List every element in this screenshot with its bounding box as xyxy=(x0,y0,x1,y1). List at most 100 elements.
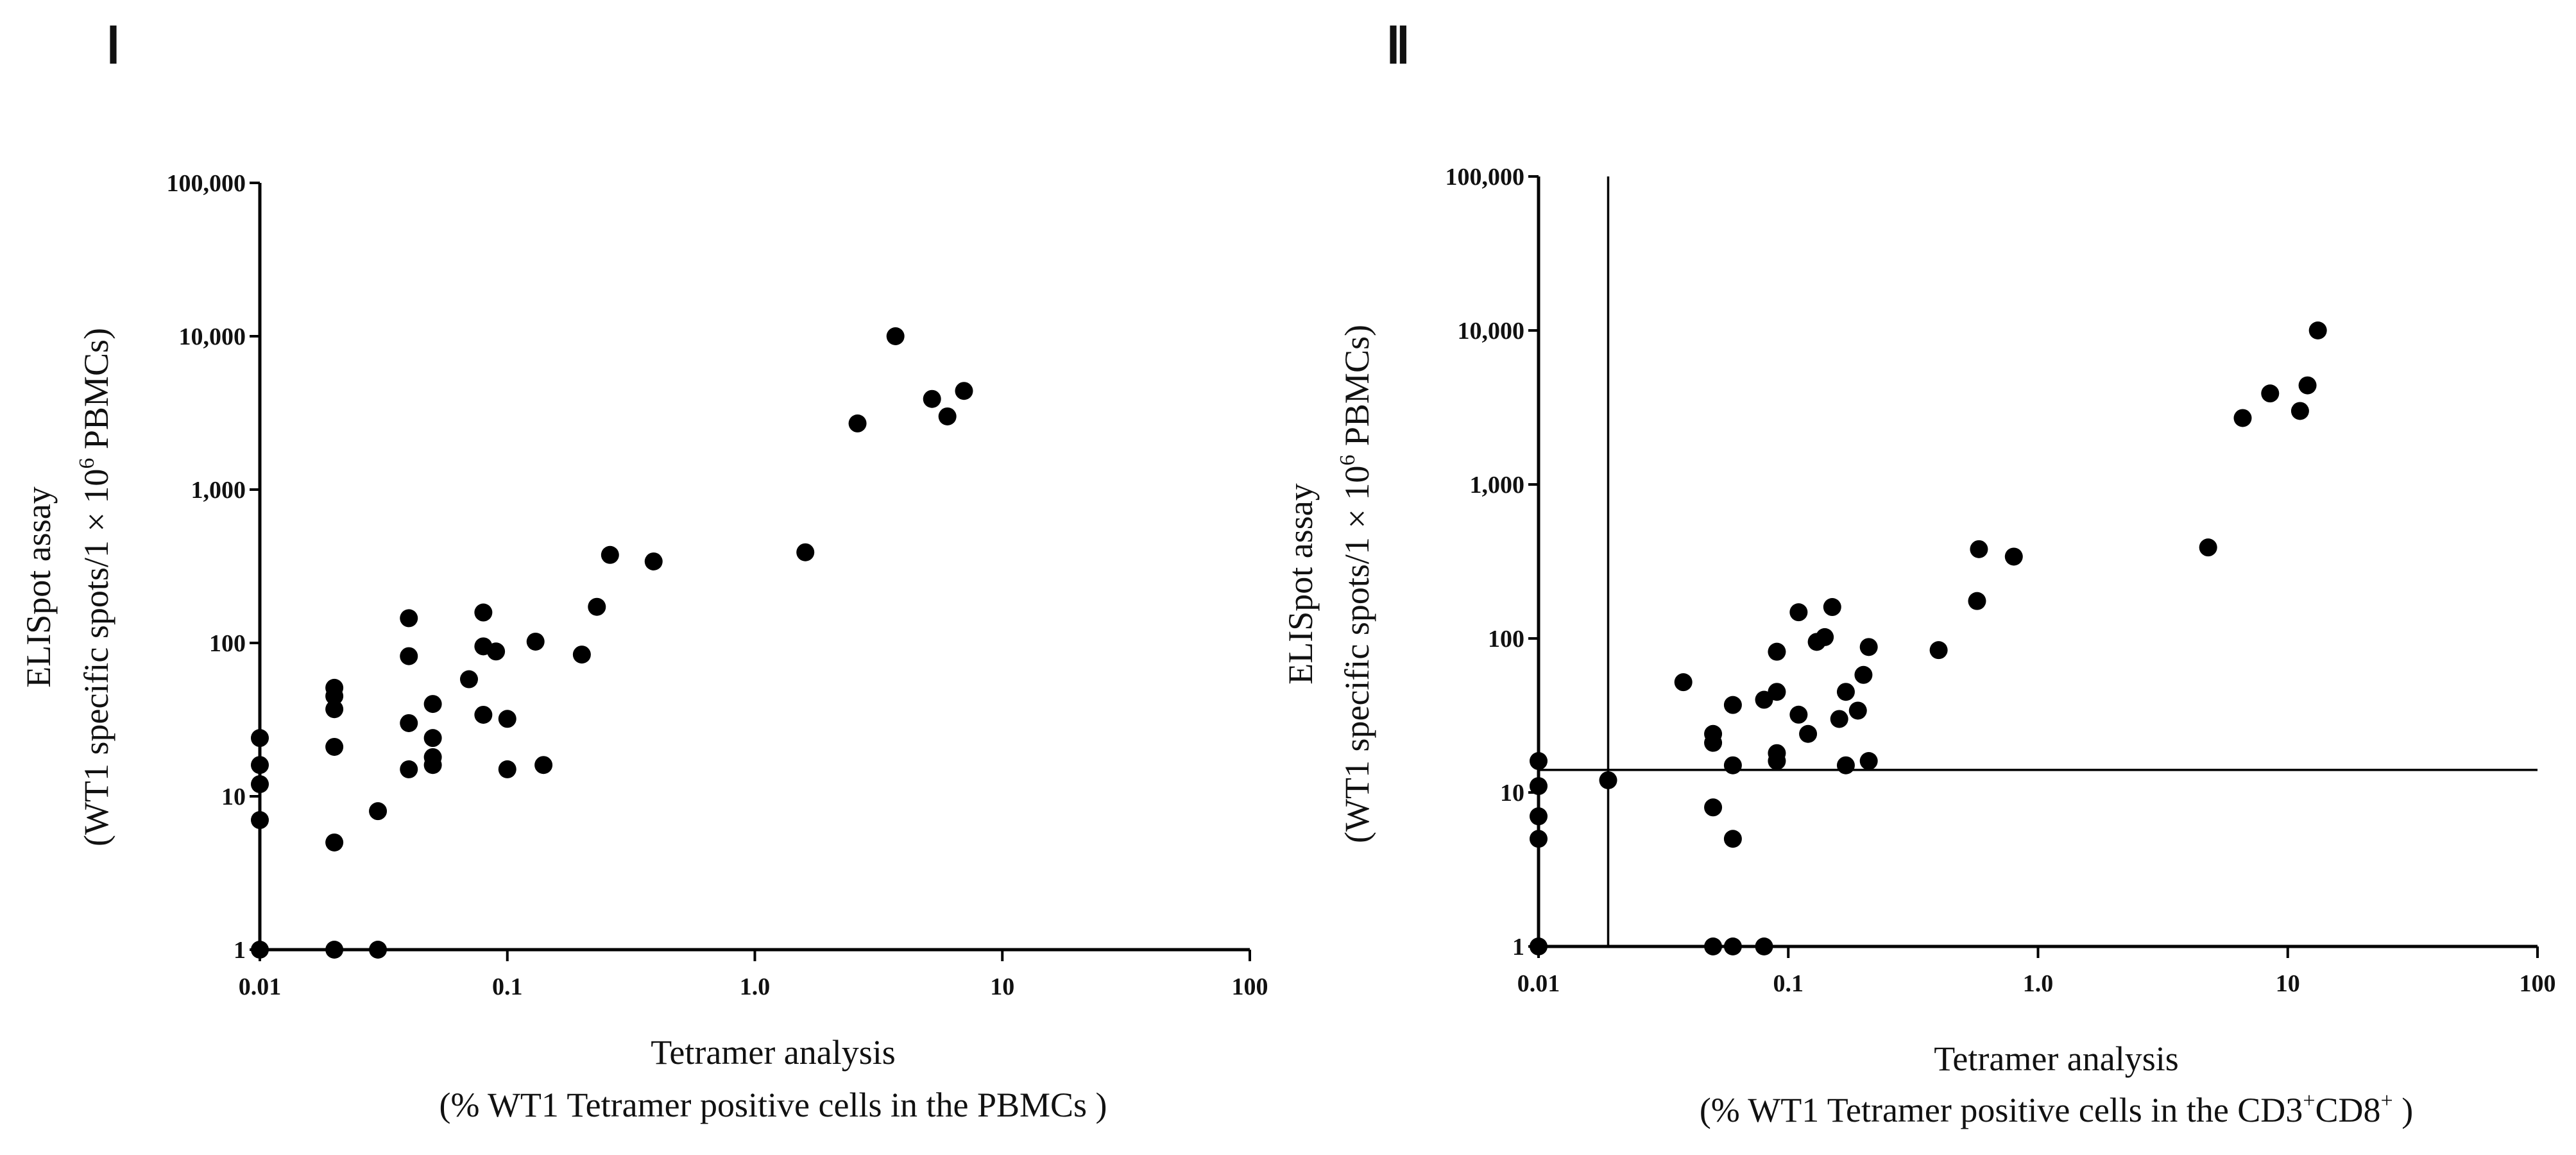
data-point xyxy=(938,407,957,425)
data-point xyxy=(251,756,269,774)
data-point xyxy=(1848,701,1867,720)
y-axis-subtitle: (WT1 specific spots/1 × 106 PBMCs) xyxy=(75,328,115,846)
data-point xyxy=(1704,937,1723,955)
data-point xyxy=(601,545,619,564)
data-point xyxy=(325,941,344,959)
y-tick-label: 10,000 xyxy=(179,323,246,350)
data-point xyxy=(1799,724,1818,743)
x-axis-title: Tetramer analysis xyxy=(1934,1040,2179,1078)
data-point xyxy=(886,327,905,345)
data-point xyxy=(572,646,591,664)
data-point xyxy=(1823,598,1841,617)
axes xyxy=(1537,176,2538,948)
data-point xyxy=(1755,937,1773,955)
data-point xyxy=(1859,638,1878,656)
data-points xyxy=(251,327,973,959)
data-point xyxy=(474,705,493,724)
data-point xyxy=(487,642,506,661)
data-point xyxy=(1830,710,1848,728)
data-point xyxy=(2298,376,2317,395)
y-tick-label: 1,000 xyxy=(1470,472,1525,499)
data-point xyxy=(2290,402,2309,420)
panel-label: Ⅰ xyxy=(106,18,121,74)
x-tick-label: 0.1 xyxy=(492,973,523,1000)
data-point xyxy=(1854,665,1873,684)
data-point xyxy=(644,552,663,570)
data-point xyxy=(1816,628,1834,646)
data-point xyxy=(2261,384,2280,403)
data-point xyxy=(1723,830,1742,848)
data-point xyxy=(1530,777,1548,796)
data-point xyxy=(400,609,418,628)
x-tick-label: 10 xyxy=(990,973,1014,1000)
x-tick-label: 100 xyxy=(2520,970,2556,997)
y-tick-label: 1 xyxy=(1512,934,1524,961)
y-axis-subtitle-group: (WT1 specific spots/1 × 106 PBMCs) xyxy=(1336,325,1376,843)
data-point xyxy=(2004,547,2023,566)
data-point xyxy=(251,729,269,748)
data-point xyxy=(1723,756,1742,774)
y-tick-label: 10 xyxy=(221,783,246,810)
y-tick-label: 100,000 xyxy=(167,170,246,197)
data-point xyxy=(251,811,269,830)
data-point xyxy=(2199,538,2217,557)
data-point xyxy=(325,700,344,719)
data-point xyxy=(423,695,442,714)
data-point xyxy=(588,597,606,616)
data-point xyxy=(1704,724,1723,743)
y-axis-title-group: ELISpot assay xyxy=(19,486,58,687)
y-tick-label: 1,000 xyxy=(191,477,246,504)
y-tick-label: 10 xyxy=(1500,780,1524,807)
data-point xyxy=(1859,752,1878,771)
data-point xyxy=(796,543,815,561)
data-point xyxy=(1836,683,1855,701)
y-axis-title: ELISpot assay xyxy=(19,486,58,687)
x-tick-label: 1.0 xyxy=(2023,970,2054,997)
data-points xyxy=(1530,321,2327,955)
data-point xyxy=(400,647,418,665)
x-tick-label: 0.01 xyxy=(239,973,282,1000)
data-point xyxy=(423,748,442,766)
y-axis-title: ELISpot assay xyxy=(1281,483,1320,684)
y-axis-title-group: ELISpot assay xyxy=(1281,483,1320,684)
data-point xyxy=(534,756,553,774)
y-tick-label: 100 xyxy=(209,630,246,657)
x-axis-subtitle: (% WT1 Tetramer positive cells in the CD… xyxy=(1700,1089,2413,1129)
data-point xyxy=(1970,540,1988,558)
data-point xyxy=(1599,771,1617,789)
x-tick-label: 0.01 xyxy=(1517,970,1560,997)
data-point xyxy=(955,382,973,400)
scatter-panel-2: Ⅱ 0.01 0.1 1.0 10 100 1 10 100 1,000 10,000 100,00… xyxy=(1281,18,2556,1129)
x-tick-label: 1.0 xyxy=(740,973,771,1000)
data-point xyxy=(1704,798,1723,817)
data-point xyxy=(1768,683,1786,701)
axis-ticks: 0.01 0.1 1.0 10 100 1 10 100 1,000 10,000 100,000 xyxy=(167,170,1268,1000)
x-tick-label: 0.1 xyxy=(1773,970,1804,997)
axes xyxy=(258,183,1250,952)
scatter-panel-1: Ⅰ 0.01 0.1 1.0 10 100 1 10 100 1,000 10,000 100,00… xyxy=(19,18,1268,1124)
data-point xyxy=(498,710,516,728)
data-point xyxy=(325,737,344,756)
data-point xyxy=(400,760,418,778)
data-point xyxy=(923,389,941,408)
data-point xyxy=(1530,807,1548,826)
data-point xyxy=(1530,937,1548,955)
data-point xyxy=(2233,409,2252,427)
data-point xyxy=(1723,937,1742,955)
data-point xyxy=(423,729,442,748)
data-point xyxy=(526,632,545,651)
data-point xyxy=(251,941,269,959)
data-point xyxy=(459,670,478,689)
panel-label: Ⅱ xyxy=(1386,18,1410,74)
data-point xyxy=(325,833,344,851)
data-point xyxy=(1789,603,1808,622)
data-point xyxy=(474,603,493,622)
data-point xyxy=(369,802,388,821)
y-axis-subtitle: (WT1 specific spots/1 × 106 PBMCs) xyxy=(1336,325,1376,843)
x-tick-label: 100 xyxy=(1232,973,1268,1000)
y-tick-label: 1 xyxy=(234,937,246,964)
data-point xyxy=(369,941,388,959)
data-point xyxy=(2308,321,2327,339)
data-point xyxy=(1789,705,1808,724)
